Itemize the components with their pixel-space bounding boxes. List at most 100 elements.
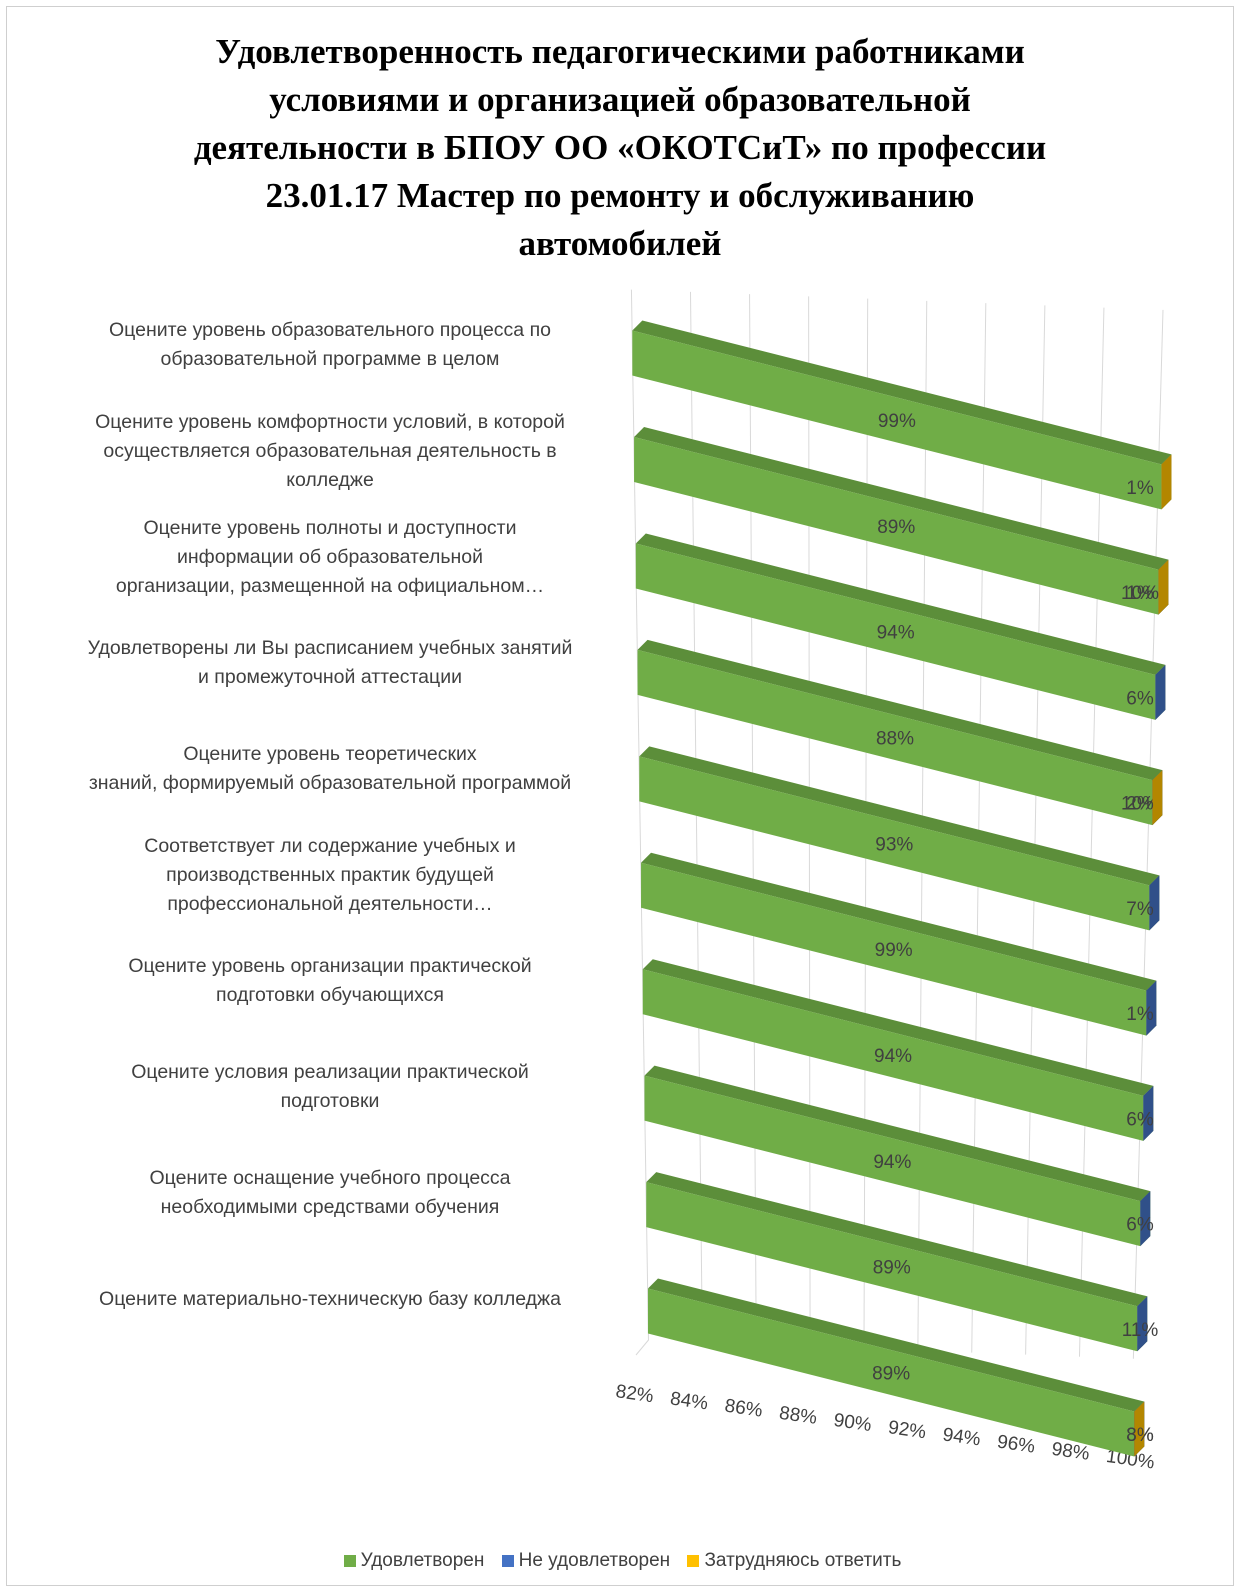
category-label-line: осуществляется образовательная деятельно… xyxy=(103,439,557,462)
bar-segment xyxy=(637,649,1153,826)
data-label: 10% xyxy=(1121,794,1159,815)
bar-segment-top xyxy=(641,852,1157,991)
category-label: Удовлетворены ли Вы расписанием учебных … xyxy=(40,634,620,692)
category-label: Соответствует ли содержание учебных и про… xyxy=(40,832,620,919)
bar-segment-side xyxy=(1161,454,1172,510)
data-label: 3% xyxy=(1126,1425,1154,1446)
category-label: Оцените уровень организации практической… xyxy=(40,952,620,1010)
chart-title-line: условиями и организацией образовательной xyxy=(269,80,971,119)
data-label: 1% xyxy=(1126,583,1154,604)
category-label-line: производственных практик будущей xyxy=(166,863,494,886)
chart-title: Удовлетворенность педагогическими работн… xyxy=(120,28,1120,268)
category-label-line: Оцените уровень образовательного процесс… xyxy=(109,319,551,341)
bar-segment xyxy=(644,1075,1141,1247)
bar-segment xyxy=(642,969,1144,1141)
chart-title-line: 23.01.17 Мастер по ремонту и обслуживани… xyxy=(265,176,975,215)
x-axis-tick-label: 96% xyxy=(996,1432,1037,1458)
data-label: 94% xyxy=(873,1152,911,1173)
chart-title-line: деятельности в БПОУ ОО «ОКОТСиТ» по проф… xyxy=(193,128,1047,167)
bar-segment-top xyxy=(647,1278,1145,1412)
x-axis-tick-label: 86% xyxy=(723,1396,764,1422)
category-label: Оцените уровень теоретических знаний, фор… xyxy=(40,740,620,798)
x-axis-tick-label: 88% xyxy=(778,1403,819,1429)
category-label-line: знаний, формируемый образовательной прог… xyxy=(88,772,572,794)
x-axis-tick-label: 84% xyxy=(669,1388,710,1414)
chart-title-line: автомобилей xyxy=(518,224,722,263)
bar-segment xyxy=(635,543,1156,720)
data-label: 1% xyxy=(1126,1004,1154,1025)
x-axis-tick-label: 92% xyxy=(887,1417,928,1443)
category-label-line: образовательной программе в целом xyxy=(160,348,500,370)
bar-segment-side xyxy=(1137,1296,1148,1352)
bar-segment xyxy=(632,330,1162,510)
legend-swatch-satisfied xyxy=(343,1555,356,1567)
data-label: 6% xyxy=(1126,1109,1154,1130)
bar-segment-top xyxy=(639,746,1160,886)
bar-segment-top xyxy=(644,1065,1151,1202)
bar-segment-side xyxy=(1140,1191,1151,1247)
category-label-line: необходимыми средствами обучения xyxy=(160,1196,500,1218)
chart-title-line: Удовлетворенность педагогическими работн… xyxy=(215,32,1025,71)
axis-floor-line xyxy=(635,1339,649,1356)
data-label: 89% xyxy=(873,1258,911,1279)
legend-label-satisfied: Удовлетворен xyxy=(360,1550,485,1571)
bar-segment-top xyxy=(634,426,1169,570)
bar-segment xyxy=(647,1288,1135,1457)
data-label: 6% xyxy=(1126,1215,1154,1236)
category-label: Оцените уровень комфортности условий, в … xyxy=(40,408,620,495)
bar-segment xyxy=(646,1182,1138,1352)
category-label-line: подготовки обучающихся xyxy=(216,984,444,1006)
data-label: 89% xyxy=(872,1364,910,1385)
data-label: 93% xyxy=(875,834,913,855)
category-label-line: профессиональной деятельности… xyxy=(167,892,493,915)
category-label: Оцените материально-техническую базу кол… xyxy=(40,1285,620,1314)
bar-segment-top xyxy=(635,533,1166,675)
bar-segment-side xyxy=(1149,875,1160,931)
legend-item-undecided: Затрудняюсь ответить xyxy=(687,1550,901,1572)
category-label-line: организации, размещенной на официальном… xyxy=(115,574,545,597)
bar-segment-top xyxy=(632,320,1172,465)
category-label-line: Оцените уровень полноты и доступности xyxy=(143,516,517,539)
data-label: 94% xyxy=(874,1046,912,1067)
category-label-line: Оцените оснащение учебного процесса xyxy=(149,1167,511,1189)
data-label: 99% xyxy=(878,411,916,432)
category-label-line: подготовки xyxy=(280,1090,380,1112)
data-label: 6% xyxy=(1126,688,1154,709)
data-label: 7% xyxy=(1126,899,1154,920)
data-label: 99% xyxy=(875,940,913,961)
bar-segment-top xyxy=(637,639,1163,781)
x-axis-tick-label: 90% xyxy=(832,1410,873,1436)
bar-segment xyxy=(641,862,1147,1036)
category-label: Оцените условия реализации практической п… xyxy=(40,1058,620,1116)
x-axis-tick-label: 82% xyxy=(614,1381,655,1407)
data-label: 89% xyxy=(877,517,915,538)
legend-swatch-not-satisfied xyxy=(501,1555,514,1567)
category-label: Оцените уровень полноты и доступности инф… xyxy=(40,514,620,601)
chart-legend: Удовлетворен Не удовлетворен Затрудняюсь… xyxy=(0,1550,1245,1572)
category-label: Оцените оснащение учебного процесса необх… xyxy=(40,1164,620,1222)
bar-segment xyxy=(639,756,1150,931)
bar-segment-side xyxy=(1143,1085,1154,1141)
bar-segment-side xyxy=(1152,770,1163,826)
data-label: 88% xyxy=(876,729,914,750)
x-axis-tick-label: 94% xyxy=(941,1424,982,1450)
bar-segment-top xyxy=(642,959,1154,1096)
category-label-line: Оцените уровень теоретических xyxy=(183,743,477,765)
bar-segment-side xyxy=(1158,559,1169,615)
legend-item-satisfied: Удовлетворен xyxy=(343,1550,485,1572)
category-label-line: Удовлетворены ли Вы расписанием учебных … xyxy=(87,637,573,659)
legend-label-undecided: Затрудняюсь ответить xyxy=(704,1550,902,1571)
bar-segment-side xyxy=(1155,664,1166,720)
legend-label-not-satisfied: Не удовлетворен xyxy=(518,1550,671,1571)
category-label-line: и промежуточной аттестации xyxy=(198,666,462,688)
data-label: 2% xyxy=(1126,794,1154,815)
category-label-line: колледже xyxy=(286,468,374,491)
category-label-line: Соответствует ли содержание учебных и xyxy=(144,834,516,857)
data-label: 11% xyxy=(1122,1320,1159,1341)
legend-swatch-undecided xyxy=(687,1555,700,1567)
bar-segment-side xyxy=(1134,1401,1145,1457)
category-label-line: Оцените условия реализации практической xyxy=(131,1061,529,1083)
category-label-line: информации об образовательной xyxy=(176,545,483,568)
data-label: 94% xyxy=(877,623,915,644)
